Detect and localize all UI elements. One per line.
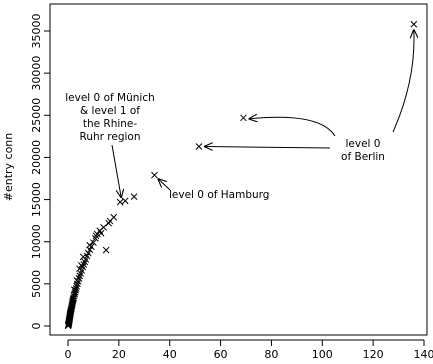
data-point	[84, 249, 92, 257]
data-point	[76, 265, 83, 273]
plot-frame	[49, 3, 428, 336]
annotation-text: level 0	[346, 138, 381, 150]
x-tick-label: 80	[264, 348, 278, 361]
y-tick-label: 30000	[30, 56, 43, 91]
x-axis: 0 20 40 60 80 100 120 140	[65, 339, 433, 361]
y-axis: 0 5000 10000 15000 20000 25000 30000 35000	[30, 14, 51, 330]
data-point	[70, 294, 77, 302]
annotation-text: & level 1 of	[80, 105, 140, 117]
data-point	[71, 286, 78, 294]
data-point	[92, 234, 99, 242]
data-point	[105, 219, 113, 227]
y-axis-label: #entry conn	[2, 133, 15, 202]
y-tick-label: 35000	[30, 14, 43, 49]
y-tick-label: 5000	[30, 270, 43, 298]
data-point	[102, 246, 110, 254]
y-tick-label: 10000	[30, 224, 43, 259]
data-point	[79, 253, 87, 261]
data-point	[73, 277, 81, 284]
annotation-text: Ruhr region	[80, 131, 141, 143]
data-point	[410, 20, 418, 28]
y-tick-label: 15000	[30, 182, 43, 217]
data-point	[151, 171, 158, 179]
data-point	[72, 286, 79, 294]
annotation-text: of Berlin	[341, 151, 385, 163]
annotation-arrow	[111, 144, 121, 197]
x-tick-label: 120	[363, 348, 384, 361]
data-point	[110, 213, 118, 221]
data-point	[71, 288, 79, 296]
annotation-arrow	[249, 117, 336, 137]
y-tick-label: 0	[30, 323, 43, 330]
data-point	[195, 143, 203, 150]
y-tick-label: 20000	[30, 140, 43, 175]
x-tick-label: 40	[163, 348, 177, 361]
data-point	[90, 239, 97, 246]
data-point	[92, 232, 100, 240]
data-points	[64, 20, 418, 330]
annotation-arrow	[392, 30, 414, 133]
data-point	[100, 224, 107, 231]
annotation-arrow	[158, 179, 171, 191]
annotation-arrow	[205, 146, 331, 148]
data-point	[116, 198, 124, 206]
annotation-text: level 0 of Hamburg	[169, 189, 269, 201]
data-point	[86, 241, 93, 249]
data-point	[77, 261, 85, 269]
data-point	[121, 197, 129, 205]
annotation-text: level 0 of Münich	[65, 92, 155, 104]
data-point	[97, 229, 105, 237]
x-tick-label: 60	[214, 348, 228, 361]
data-point	[130, 193, 138, 200]
data-point	[73, 283, 80, 290]
x-tick-label: 0	[65, 348, 72, 361]
data-point	[240, 114, 247, 122]
annotation-text: the Rhine-	[83, 118, 138, 130]
x-tick-label: 140	[414, 348, 433, 361]
y-tick-label: 25000	[30, 98, 43, 133]
x-tick-label: 100	[312, 348, 333, 361]
data-point	[70, 292, 78, 300]
x-tick-label: 20	[112, 348, 126, 361]
